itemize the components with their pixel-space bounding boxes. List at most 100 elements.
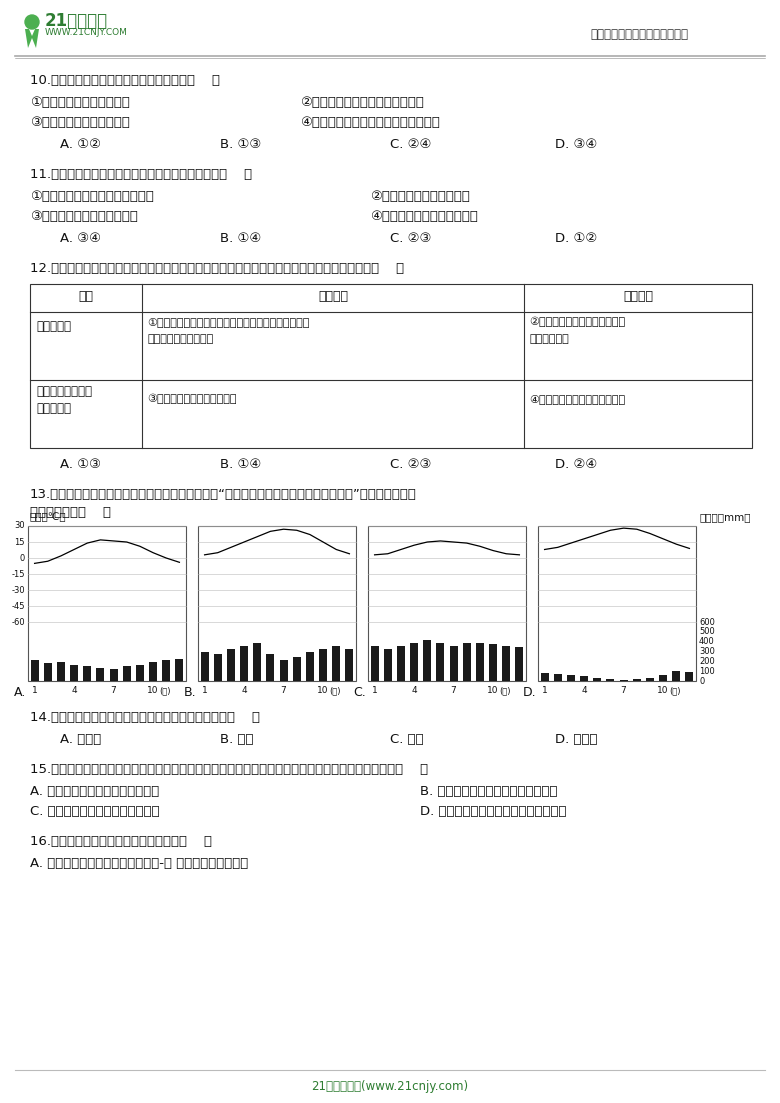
Bar: [489, 644, 497, 681]
Bar: [254, 643, 261, 681]
Bar: [580, 676, 588, 681]
Bar: [410, 643, 418, 681]
Bar: [672, 672, 680, 681]
Text: 瑞士为例）: 瑞士为例）: [36, 401, 71, 415]
Bar: [541, 673, 548, 681]
Text: D. ③④: D. ③④: [555, 138, 597, 151]
Text: 1: 1: [541, 686, 548, 695]
Bar: [619, 679, 628, 681]
Text: B. ①④: B. ①④: [220, 458, 261, 471]
Bar: [292, 657, 301, 681]
Text: D. ①②: D. ①②: [555, 232, 597, 245]
Text: 1: 1: [202, 686, 207, 695]
Bar: [162, 661, 170, 681]
Text: ④良好的基础设施和交通条件: ④良好的基础设施和交通条件: [370, 210, 478, 223]
Text: ①山谷平地种植玉米和小麦: ①山谷平地种植玉米和小麦: [30, 96, 130, 109]
Text: 1: 1: [372, 686, 378, 695]
Text: A. ①③: A. ①③: [60, 458, 101, 471]
Bar: [30, 661, 38, 681]
Circle shape: [25, 15, 39, 29]
Text: 降水量（mm）: 降水量（mm）: [700, 512, 751, 522]
Bar: [70, 664, 78, 681]
Bar: [368, 526, 526, 681]
Text: A. ①②: A. ①②: [60, 138, 101, 151]
Text: 高海拔地区发展畜牧业: 高海拔地区发展畜牧业: [147, 334, 213, 344]
Text: ④度假、登山、滑雪的理想去处: ④度假、登山、滑雪的理想去处: [529, 394, 625, 404]
Bar: [594, 678, 601, 681]
Text: 14.根据日本的地理位置判断，其较适宜发展的产业是（    ）: 14.根据日本的地理位置判断，其较适宜发展的产业是（ ）: [30, 711, 260, 724]
Text: 安第斯山区: 安第斯山区: [36, 320, 71, 333]
Text: 4: 4: [71, 686, 77, 695]
Text: 气温（℃）: 气温（℃）: [30, 512, 66, 522]
Text: 生产特色: 生产特色: [318, 290, 348, 303]
Text: A. ③④: A. ③④: [60, 232, 101, 245]
Bar: [607, 679, 615, 681]
Bar: [502, 645, 510, 681]
Text: ④玉米和马鈴薇是山区居民的主要粮食: ④玉米和马鈴薇是山区居民的主要粮食: [300, 116, 440, 129]
Text: B.: B.: [183, 686, 196, 699]
Text: 15: 15: [15, 537, 25, 546]
Bar: [136, 664, 144, 681]
Text: 10.安第斯山区印第安人的生产生活特色是（    ）: 10.安第斯山区印第安人的生产生活特色是（ ）: [30, 74, 220, 87]
Text: 10: 10: [488, 686, 499, 695]
Text: 300: 300: [699, 647, 715, 656]
Text: C. ②④: C. ②④: [390, 138, 431, 151]
Bar: [332, 645, 340, 681]
Text: D. 降水稀少，沙漠连绵，绿洲农业发达: D. 降水稀少，沙漠连绵，绿洲农业发达: [420, 805, 566, 818]
Text: 4: 4: [411, 686, 417, 695]
Text: 4: 4: [241, 686, 247, 695]
Text: 1: 1: [32, 686, 37, 695]
Bar: [83, 666, 91, 681]
Bar: [227, 649, 235, 681]
Text: 21世纪教育网(www.21cnjy.com): 21世纪教育网(www.21cnjy.com): [311, 1080, 469, 1093]
Bar: [449, 645, 458, 681]
Bar: [397, 645, 405, 681]
Text: (月): (月): [499, 686, 511, 695]
Text: ①海拔较低地区开辟梯田，发展玉米等农作物的种植；: ①海拔较低地区开辟梯田，发展玉米等农作物的种植；: [147, 317, 310, 326]
Text: 阿尔卑斯山区（以: 阿尔卑斯山区（以: [36, 385, 92, 398]
Text: B. ①③: B. ①③: [220, 138, 261, 151]
Bar: [659, 675, 667, 681]
Text: 生活特色: 生活特色: [623, 290, 653, 303]
Text: 7: 7: [111, 686, 116, 695]
Polygon shape: [25, 29, 39, 49]
Bar: [97, 668, 105, 681]
Bar: [267, 654, 275, 681]
Text: 7: 7: [281, 686, 286, 695]
Text: A. 四面环海，鱼类众多，渔业发达: A. 四面环海，鱼类众多，渔业发达: [30, 785, 159, 797]
Bar: [463, 643, 470, 681]
Bar: [516, 646, 523, 681]
Text: 10: 10: [147, 686, 159, 695]
Text: 13.在说起家乡气候时，家住瑞士南端的菲利普说：“这里夏季炎热干燥，冬季温和多雨。”下列哪幅图反映: 13.在说起家乡气候时，家住瑞士南端的菲利普说：“这里夏季炎热干燥，冬季温和多雨…: [30, 488, 417, 501]
Text: (月): (月): [669, 686, 681, 695]
Bar: [567, 675, 575, 681]
Text: ②夏季景色优美，气候凉爽: ②夏季景色优美，气候凉爽: [370, 190, 470, 203]
Text: 7: 7: [621, 686, 626, 695]
Text: ①是世界上最高大、最雄伟的山脉: ①是世界上最高大、最雄伟的山脉: [30, 190, 154, 203]
Text: 500: 500: [699, 628, 714, 636]
Text: ②旅游业是最重要的经济来源，: ②旅游业是最重要的经济来源，: [529, 317, 625, 328]
Bar: [200, 652, 208, 681]
Text: D.: D.: [523, 686, 536, 699]
Bar: [57, 662, 65, 681]
Bar: [280, 661, 288, 681]
Text: C. 地广人稀，地势平坦，农业发达: C. 地广人稀，地势平坦，农业发达: [30, 805, 160, 818]
Text: B. ①④: B. ①④: [220, 232, 261, 245]
Text: C.: C.: [353, 686, 366, 699]
Text: 10: 10: [317, 686, 329, 695]
Bar: [306, 652, 314, 681]
Text: 地区: 地区: [79, 290, 94, 303]
Bar: [240, 645, 248, 681]
Text: 7: 7: [451, 686, 456, 695]
Text: C. ②③: C. ②③: [390, 232, 431, 245]
Text: A.: A.: [14, 686, 26, 699]
Bar: [122, 666, 131, 681]
Bar: [198, 526, 356, 681]
Text: 中小学教育资源及组卷应用平台: 中小学教育资源及组卷应用平台: [590, 29, 688, 42]
Text: 11.阿尔卑斯山成为世界旅游热点地区的自然原因有（    ）: 11.阿尔卑斯山成为世界旅游热点地区的自然原因有（ ）: [30, 168, 252, 181]
Text: C. ②③: C. ②③: [390, 458, 431, 471]
Text: B. 气候干燥，草原辽阔，畜牧业发达: B. 气候干燥，草原辽阔，畜牧业发达: [420, 785, 558, 797]
Text: D. ②④: D. ②④: [555, 458, 597, 471]
Text: A. 种植业: A. 种植业: [60, 733, 101, 746]
Text: ③主要种植马鈴薇等粮食作物: ③主要种植马鈴薇等粮食作物: [147, 394, 236, 405]
